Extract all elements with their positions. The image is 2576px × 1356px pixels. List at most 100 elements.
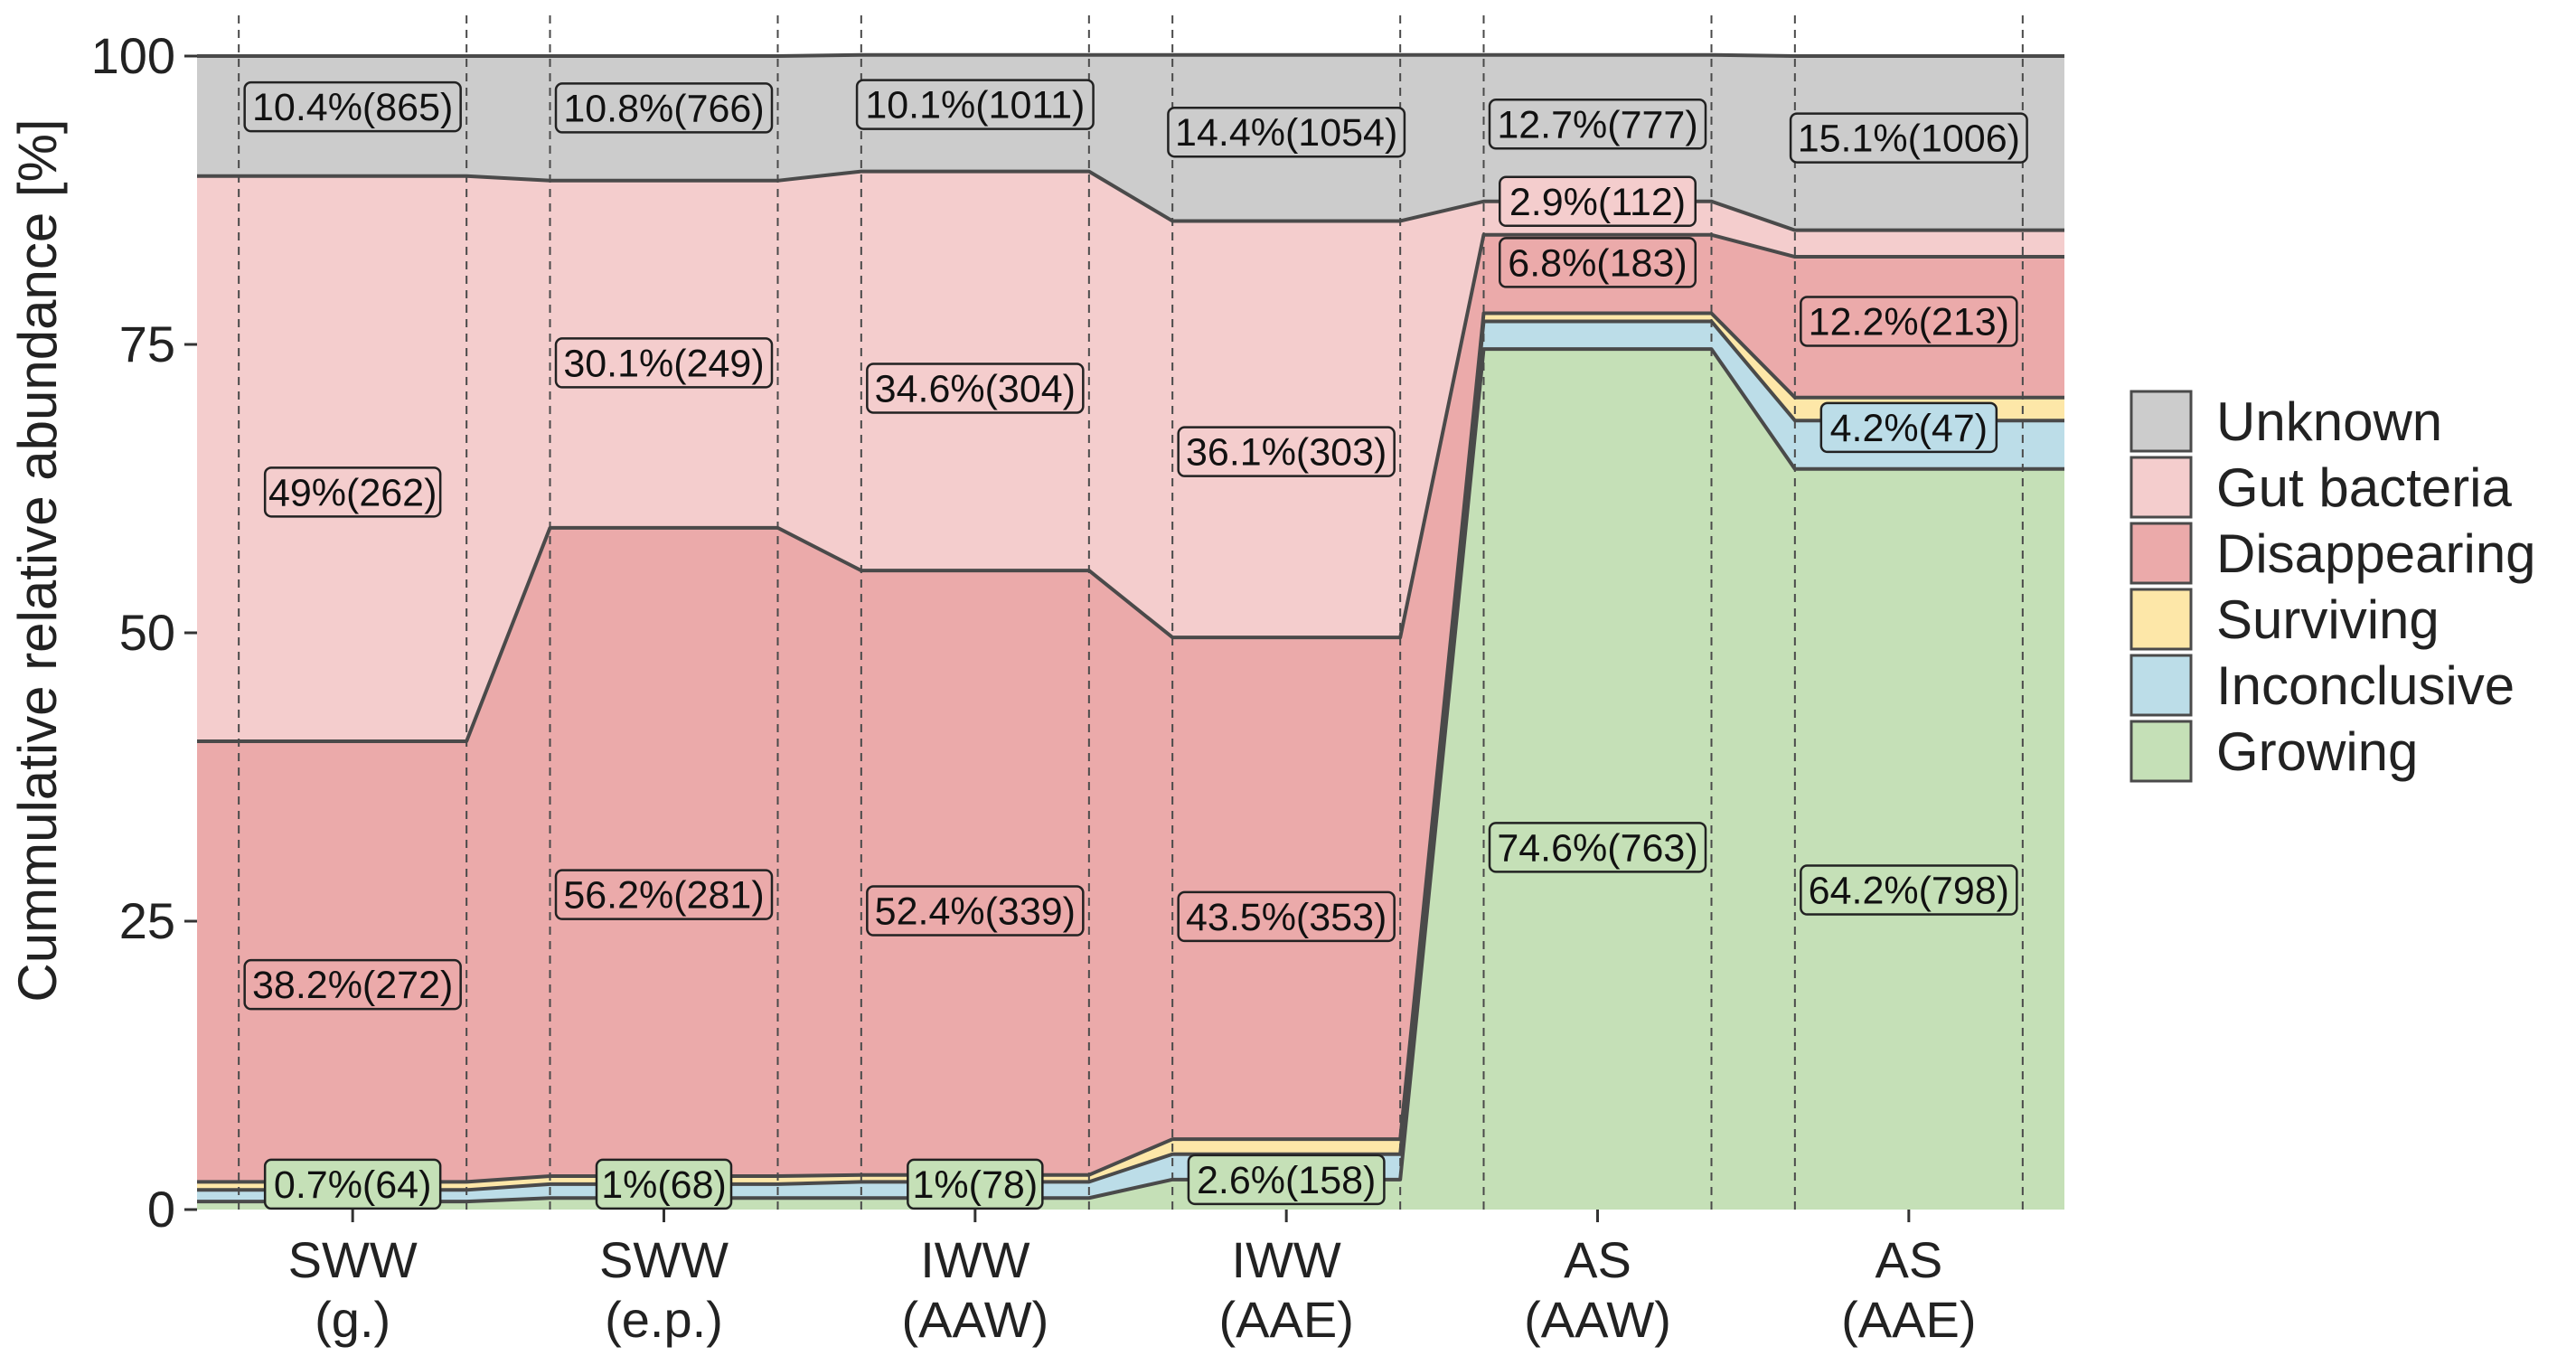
x-tick-label: AS <box>1564 1231 1631 1288</box>
legend-item-surviving: Surviving <box>2129 588 2440 651</box>
data-label-box <box>1177 890 1396 943</box>
data-label-text: 1%(68) <box>601 1163 727 1207</box>
legend-label: Growing <box>2216 721 2418 782</box>
area-growing <box>197 349 2064 1210</box>
data-label-box <box>907 1158 1044 1210</box>
y-tick-label: 0 <box>147 1181 175 1238</box>
data-label-text: 52.4%(339) <box>875 890 1076 934</box>
data-label: 10.4%(865) <box>243 80 462 133</box>
legend-label: Gut bacteria <box>2216 457 2512 518</box>
data-label-text: 2.6%(158) <box>1197 1159 1376 1202</box>
data-label: 36.1%(303) <box>1177 426 1396 477</box>
data-label-box <box>1819 401 1998 454</box>
data-label-box <box>1499 237 1697 288</box>
data-label-box <box>554 337 774 389</box>
data-label: 30.1%(249) <box>554 337 774 389</box>
legend-swatch <box>2129 720 2193 783</box>
x-tick-label: AS <box>1875 1231 1942 1288</box>
x-tick-label: IWW <box>1232 1231 1341 1288</box>
data-label-text: 10.8%(766) <box>563 87 764 130</box>
data-label-text: 12.2%(213) <box>1809 300 2009 344</box>
legend-item-disappearing: Disappearing <box>2129 522 2536 585</box>
legend-swatch <box>2129 654 2193 717</box>
data-label: 56.2%(281) <box>554 869 774 920</box>
data-label-box <box>1800 296 2018 347</box>
data-label-box <box>554 82 774 134</box>
legend-swatch <box>2129 522 2193 585</box>
boundary-line <box>197 52 2064 58</box>
area-gut-bacteria <box>197 171 2064 741</box>
boundary-line <box>197 232 2064 743</box>
data-label-text: 4.2%(47) <box>1830 407 1988 450</box>
data-label: 14.4%(1054) <box>1167 106 1406 158</box>
data-label-text: 10.4%(865) <box>252 86 453 129</box>
data-label-box <box>1499 175 1697 228</box>
data-label-text: 34.6%(304) <box>875 367 1076 410</box>
data-label: 52.4%(339) <box>866 885 1085 937</box>
data-label: 1%(68) <box>595 1158 733 1210</box>
data-label-box <box>1167 106 1406 158</box>
data-label-text: 56.2%(281) <box>563 874 764 918</box>
boundary-line <box>197 319 2064 1192</box>
data-label-box <box>1488 822 1707 873</box>
data-label-box <box>595 1158 733 1210</box>
x-tick-label: (e.p.) <box>605 1291 723 1348</box>
data-label: 2.9%(112) <box>1499 175 1697 228</box>
y-tick-label: 25 <box>119 892 175 949</box>
data-label-text: 38.2%(272) <box>252 964 453 1007</box>
y-tick-label: 75 <box>119 315 175 372</box>
area-surviving <box>197 313 2064 1191</box>
data-label-box <box>1800 864 2018 916</box>
data-label-box <box>243 80 462 133</box>
legend-label: Surviving <box>2216 589 2440 650</box>
x-tick-label: (AAE) <box>1218 1291 1353 1348</box>
data-label-text: 49%(262) <box>268 471 437 514</box>
legend-label: Disappearing <box>2216 523 2536 584</box>
data-label-box <box>263 1158 442 1210</box>
legend-label: Unknown <box>2216 391 2442 452</box>
x-axis: SWW(g.)SWW(e.p.)IWW(AAW)IWW(AAE)AS(AAW)A… <box>288 1210 1977 1348</box>
legend-item-gut-bacteria: Gut bacteria <box>2129 456 2512 519</box>
x-tick-label: (AAW) <box>901 1291 1048 1348</box>
boundary-line <box>197 347 2064 1204</box>
data-label-text: 6.8%(183) <box>1508 241 1687 285</box>
y-axis: 0 25 50 75 100 <box>91 27 197 1238</box>
legend-swatch <box>2129 588 2193 651</box>
data-label-box <box>554 869 774 920</box>
data-label-box <box>866 363 1085 414</box>
data-label-text: 15.1%(1006) <box>1798 118 2020 161</box>
x-tick-label: SWW <box>599 1231 729 1288</box>
x-tick-label: SWW <box>288 1231 418 1288</box>
data-label-text: 1%(78) <box>913 1163 1039 1207</box>
data-label-text: 30.1%(249) <box>563 342 764 385</box>
data-label-text: 36.1%(303) <box>1186 431 1387 475</box>
x-tick-label: (AAW) <box>1524 1291 1671 1348</box>
data-label: 34.6%(304) <box>866 363 1085 414</box>
data-label: 12.2%(213) <box>1800 296 2018 347</box>
data-label-text: 2.9%(112) <box>1509 181 1686 224</box>
data-labels: 10.4%(865) 10.8%(766) 10.1%(1011) 14.4%(105… <box>243 79 2028 1210</box>
data-label: 10.1%(1011) <box>855 79 1095 130</box>
data-label-text: 64.2%(798) <box>1809 870 2009 913</box>
data-label-box <box>1789 112 2028 164</box>
boundary-line <box>197 311 2064 1184</box>
data-label: 49%(262) <box>263 466 442 518</box>
data-label: 2.6%(158) <box>1187 1154 1386 1206</box>
data-label-box <box>1177 426 1396 477</box>
data-label-text: 43.5%(353) <box>1186 896 1387 939</box>
data-label: 38.2%(272) <box>243 958 462 1011</box>
data-label-box <box>243 958 462 1011</box>
data-label: 43.5%(353) <box>1177 890 1396 943</box>
data-label: 6.8%(183) <box>1499 237 1697 288</box>
category-divider-lines <box>238 15 2024 1210</box>
data-label: 74.6%(763) <box>1488 822 1707 873</box>
data-label-text: 74.6%(763) <box>1497 826 1697 870</box>
x-tick-label: IWW <box>920 1231 1029 1288</box>
data-label-text: 0.7%(64) <box>274 1163 431 1207</box>
data-label: 10.8%(766) <box>554 82 774 134</box>
data-label-box <box>866 885 1085 937</box>
legend-swatch <box>2129 390 2193 453</box>
data-label-box <box>1488 99 1707 150</box>
